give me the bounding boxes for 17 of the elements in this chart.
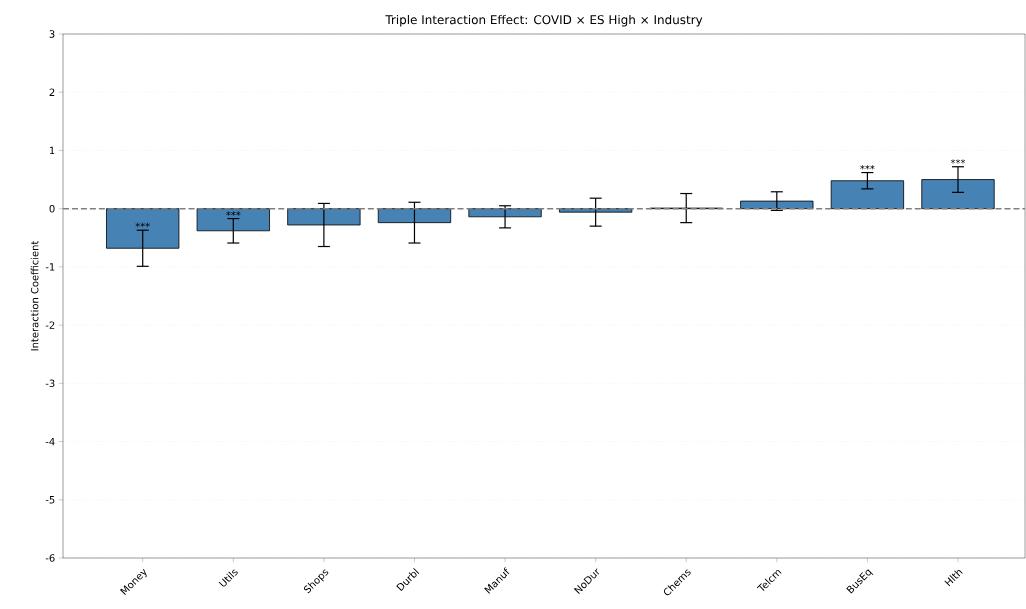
y-axis-title: Interaction Coefficient (30, 240, 39, 351)
y-tick-label: 1 (49, 146, 55, 155)
y-tick-label: -3 (45, 379, 55, 388)
y-tick-label: -5 (45, 496, 55, 504)
y-tick-label: 2 (49, 88, 55, 96)
x-tick-label: Hlth (944, 569, 963, 587)
annotation: *** (950, 159, 966, 164)
y-tick-label: -4 (45, 437, 55, 446)
annotation: *** (226, 211, 241, 216)
y-tick-label: -2 (45, 321, 55, 329)
annotation: *** (860, 164, 875, 170)
y-tick-label: 3 (49, 30, 55, 38)
chart-title: Triple Interaction Effect: COVID × ES High × Industry (385, 14, 703, 27)
y-tick-label: -1 (45, 263, 55, 271)
y-tick-label: -6 (45, 554, 55, 562)
y-tick-label: 0 (49, 204, 55, 213)
annotation: *** (135, 222, 150, 228)
